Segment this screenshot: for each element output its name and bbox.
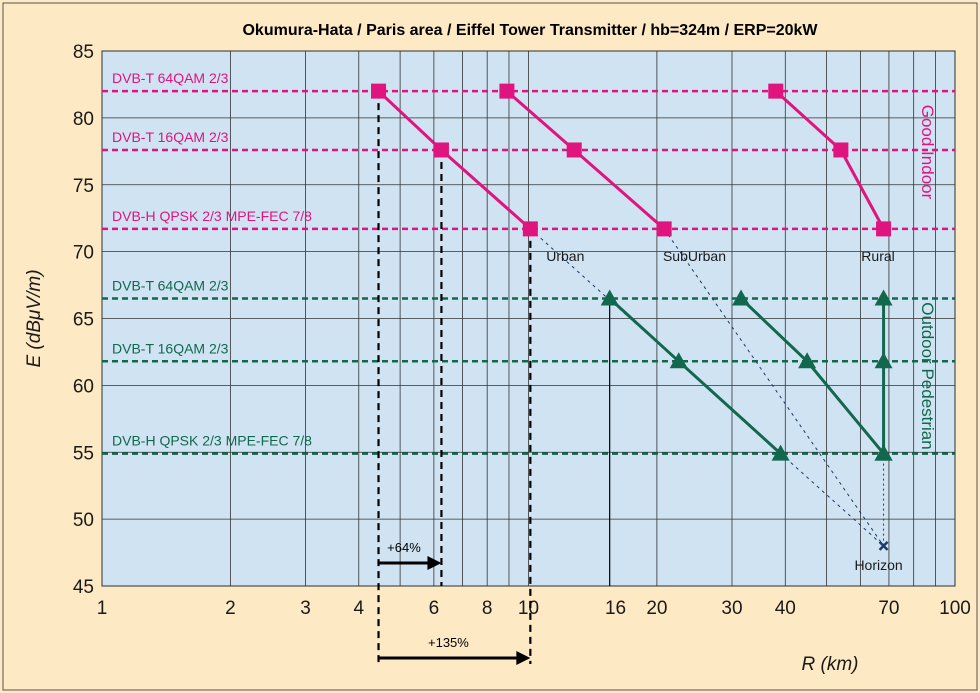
data-point <box>876 221 892 237</box>
data-point <box>771 444 790 461</box>
reference-level-label: DVB-T 16QAM 2/3 <box>112 129 229 145</box>
chart-title: Okumura-Hata / Paris area / Eiffel Tower… <box>242 22 818 39</box>
y-tick-label: 65 <box>73 310 94 331</box>
guide-lines <box>377 91 885 664</box>
environment-label: SubUrban <box>663 248 726 264</box>
x-tick-label: 70 <box>878 598 899 619</box>
data-point <box>656 221 672 237</box>
data-point <box>600 289 619 306</box>
y-tick-label: 50 <box>73 510 94 531</box>
y-tick-label: 85 <box>73 42 94 63</box>
x-tick-label: 100 <box>939 598 971 619</box>
x-axis-title: R (km) <box>802 654 859 675</box>
data-point <box>874 444 893 461</box>
x-tick-label: 4 <box>353 598 364 619</box>
axis-ticks: 1 2 3 4 6 8 10 16 20 30 40 70 100 45 50 55 60 65 70 75 80 85 <box>73 42 971 619</box>
horizon-point <box>878 540 889 551</box>
y-tick-label: 80 <box>73 109 94 130</box>
data-point <box>732 289 751 306</box>
data-point <box>833 142 849 158</box>
x-tick-label: 10 <box>518 598 539 619</box>
reference-level-label: DVB-T 64QAM 2/3 <box>112 277 229 293</box>
reference-levels: DVB-T 64QAM 2/3 DVB-T 16QAM 2/3 DVB-H QPSK… <box>102 70 955 455</box>
data-point <box>798 352 817 369</box>
x-tick-label: 8 <box>482 598 493 619</box>
data-point <box>874 289 893 306</box>
grid <box>101 50 956 587</box>
reference-level-label: DVB-T 16QAM 2/3 <box>112 340 229 356</box>
x-tick-label: 1 <box>97 598 108 619</box>
annotation-arrowhead <box>516 651 531 665</box>
data-point <box>371 83 387 99</box>
annotation-label: +64% <box>387 540 421 555</box>
y-tick-label: 45 <box>73 577 94 598</box>
x-tick-label: 3 <box>300 598 311 619</box>
data-point <box>433 142 449 158</box>
reference-level-label: DVB-H QPSK 2/3 MPE-FEC 7/8 <box>112 433 312 449</box>
y-tick-label: 75 <box>73 176 94 197</box>
data-point <box>499 83 515 99</box>
y-tick-label: 70 <box>73 243 94 264</box>
annotation-arrowhead <box>427 556 442 570</box>
y-tick-label: 60 <box>73 376 94 397</box>
data-point <box>874 352 893 369</box>
x-tick-label: 2 <box>225 598 236 619</box>
reference-level-label: DVB-T 64QAM 2/3 <box>112 70 229 86</box>
x-tick-label: 16 <box>605 598 626 619</box>
labels: Urban SubUrban Rural Horizon Good Indoor Outd… <box>378 105 937 665</box>
data-point <box>566 142 582 158</box>
x-tick-label: 30 <box>721 598 742 619</box>
x-tick-label: 20 <box>646 598 667 619</box>
x-tick-label: 6 <box>429 598 440 619</box>
annotation-label: +135% <box>428 635 469 650</box>
y-axis-title: E (dBμV/m) <box>24 269 45 367</box>
x-tick-label: 40 <box>775 598 796 619</box>
side-label-outdoor: Outdoor Pedestrian <box>918 302 937 449</box>
environment-label: Rural <box>861 248 894 264</box>
title-box <box>120 12 940 46</box>
horizon-label: Horizon <box>854 557 902 573</box>
series <box>371 83 893 551</box>
data-point <box>669 352 688 369</box>
data-point <box>768 83 784 99</box>
environment-label: Urban <box>546 248 584 264</box>
side-label-good-indoor: Good Indoor <box>918 105 937 200</box>
y-tick-label: 55 <box>73 443 94 464</box>
data-point <box>522 221 538 237</box>
horizon-dotted-line <box>530 228 884 547</box>
reference-level-label: DVB-H QPSK 2/3 MPE-FEC 7/8 <box>112 208 312 224</box>
horizon-dotted-line <box>663 228 884 547</box>
